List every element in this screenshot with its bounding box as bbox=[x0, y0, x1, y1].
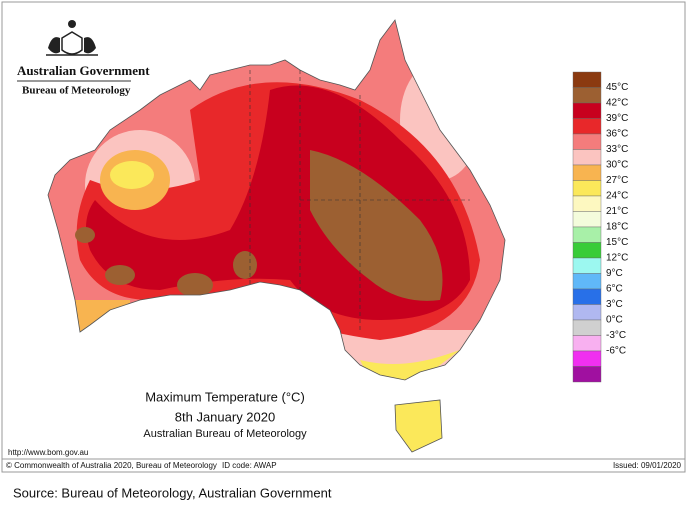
legend-swatch bbox=[572, 211, 602, 228]
legend-label: 0°C bbox=[606, 315, 623, 326]
map-title: Maximum Temperature (°C) bbox=[145, 389, 305, 404]
caption: Source: Bureau of Meteorology, Australia… bbox=[13, 485, 332, 500]
crest bbox=[46, 20, 98, 56]
legend-swatch bbox=[572, 180, 602, 197]
legend-swatch bbox=[572, 102, 602, 119]
map-source: Australian Bureau of Meteorology bbox=[143, 428, 307, 440]
legend-label: 45°C bbox=[606, 82, 628, 93]
legend-label: 15°C bbox=[606, 237, 628, 248]
legend-swatch bbox=[572, 319, 602, 336]
state-borders bbox=[249, 70, 470, 330]
legend-label: 30°C bbox=[606, 160, 628, 171]
legend-label: 6°C bbox=[606, 284, 623, 295]
issued: Issued: 09/01/2020 bbox=[613, 461, 682, 470]
legend-swatch bbox=[572, 242, 602, 259]
legend-swatch bbox=[572, 149, 602, 166]
id-code: ID code: AWAP bbox=[222, 461, 277, 470]
url: http://www.bom.gov.au bbox=[8, 448, 88, 457]
legend-label: 36°C bbox=[606, 129, 628, 140]
legend-swatch bbox=[572, 350, 602, 367]
coastline bbox=[47, 19, 506, 381]
legend-swatch bbox=[572, 71, 602, 88]
legend-swatch bbox=[572, 273, 602, 290]
legend-label: -3°C bbox=[606, 330, 626, 341]
legend-swatch bbox=[572, 133, 602, 150]
legend-swatch bbox=[572, 304, 602, 321]
legend-swatch bbox=[572, 288, 602, 305]
legend-label: 3°C bbox=[606, 299, 623, 310]
legend-swatch bbox=[572, 195, 602, 212]
legend-label: -6°C bbox=[606, 346, 626, 357]
legend-label: 27°C bbox=[606, 175, 628, 186]
legend: 45°C 42°C 39°C 36°C 33°C 30°C 27°C 24°C 21°C 18°C… bbox=[572, 71, 628, 383]
legend-label: 42°C bbox=[606, 98, 628, 109]
legend-swatch bbox=[572, 226, 602, 243]
legend-label: 12°C bbox=[606, 253, 628, 264]
legend-label: 33°C bbox=[606, 144, 628, 155]
copyright: © Commonwealth of Australia 2020, Bureau… bbox=[6, 461, 217, 470]
legend-label: 9°C bbox=[606, 268, 623, 279]
government: Australian Government bbox=[17, 63, 150, 78]
legend-swatch bbox=[572, 118, 602, 135]
tasmania bbox=[394, 399, 443, 453]
legend-label: 39°C bbox=[606, 113, 628, 124]
bureau: Bureau of Meteorology bbox=[22, 85, 131, 97]
legend-swatch bbox=[572, 87, 602, 104]
legend-label: 24°C bbox=[606, 191, 628, 202]
legend-label: 21°C bbox=[606, 206, 628, 217]
legend-label: 18°C bbox=[606, 222, 628, 233]
legend-swatch bbox=[572, 366, 602, 383]
map-date: 8th January 2020 bbox=[175, 409, 275, 424]
legend-swatch bbox=[572, 335, 602, 352]
legend-swatch bbox=[572, 164, 602, 181]
legend-swatch bbox=[572, 257, 602, 274]
